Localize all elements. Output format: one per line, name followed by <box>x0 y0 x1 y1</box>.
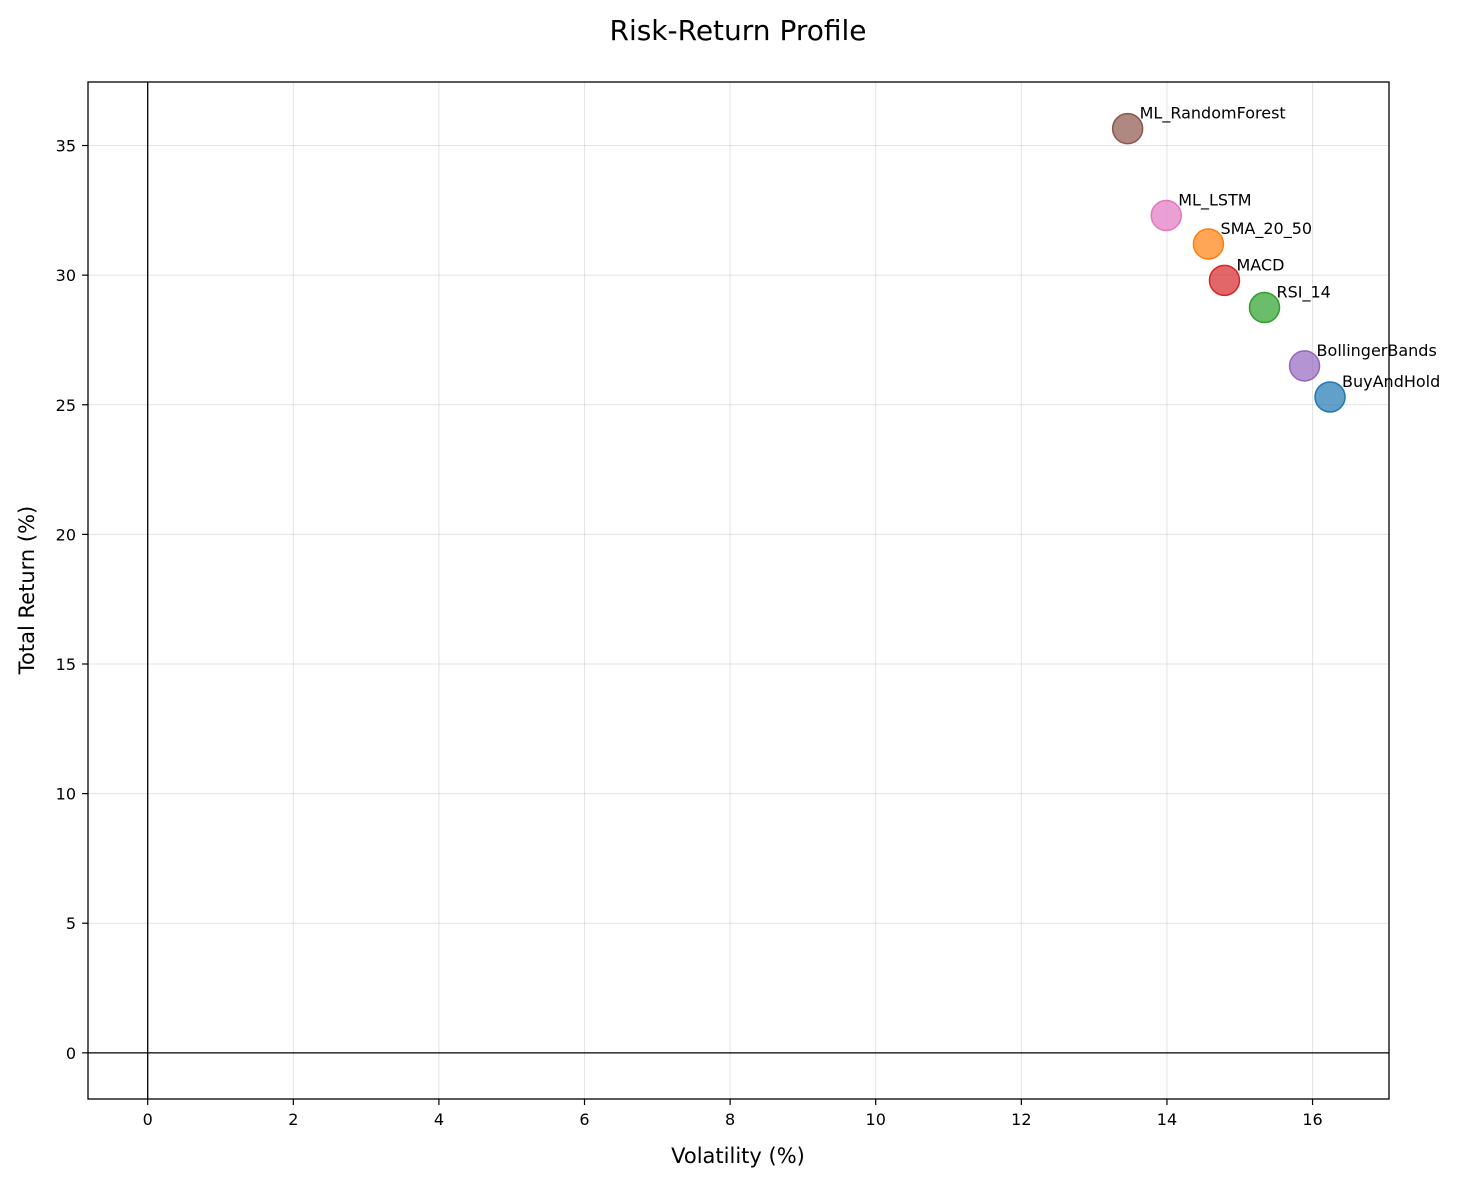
y-tick-label: 20 <box>56 525 76 544</box>
reference-lines <box>88 82 1389 1099</box>
point-BuyAndHold <box>1314 381 1346 413</box>
y-tick-label: 35 <box>56 137 76 156</box>
point-label: ML_LSTM <box>1178 191 1251 211</box>
x-axis-title: Volatility (%) <box>671 1144 805 1168</box>
point-MACD <box>1208 264 1241 297</box>
point-SMA_20_50 <box>1192 228 1225 260</box>
point-label: MACD <box>1236 255 1284 274</box>
point-ML_LSTM <box>1150 199 1182 232</box>
y-tick-label: 0 <box>66 1044 76 1063</box>
chart-title: Risk-Return Profile <box>609 14 866 47</box>
y-axis-title: Total Return (%) <box>15 506 39 675</box>
y-tick-label: 30 <box>56 266 76 285</box>
y-tick-label: 10 <box>56 785 76 804</box>
y-axis-ticks: 0 5 10 15 20 25 30 35 <box>56 137 88 1063</box>
x-axis-ticks: 0 2 4 6 8 10 12 14 16 <box>143 1099 1323 1129</box>
x-tick-label: 0 <box>143 1110 153 1129</box>
point-label: RSI_14 <box>1277 283 1331 303</box>
point-labels: BuyAndHold SMA_20_50 RSI_14 MACD BollingerBa… <box>1140 104 1441 391</box>
grid-lines <box>88 82 1389 1099</box>
x-tick-label: 4 <box>434 1110 444 1129</box>
point-RSI_14 <box>1248 291 1281 324</box>
point-label: ML_RandomForest <box>1140 104 1286 124</box>
x-tick-label: 6 <box>579 1110 589 1129</box>
x-tick-label: 14 <box>1157 1110 1177 1129</box>
point-label: BuyAndHold <box>1342 372 1440 391</box>
point-label: SMA_20_50 <box>1220 219 1312 239</box>
point-BollingerBands <box>1288 350 1321 382</box>
y-tick-label: 15 <box>56 655 76 674</box>
data-points <box>1111 112 1346 413</box>
x-tick-label: 12 <box>1011 1110 1031 1129</box>
x-tick-label: 8 <box>725 1110 735 1129</box>
point-ML_RandomForest <box>1111 112 1144 145</box>
y-tick-label: 5 <box>66 914 76 933</box>
point-label: BollingerBands <box>1317 341 1437 360</box>
y-tick-label: 25 <box>56 396 76 415</box>
x-tick-label: 10 <box>866 1110 886 1129</box>
plot-frame <box>87 81 1390 1100</box>
x-tick-label: 2 <box>288 1110 298 1129</box>
x-tick-label: 16 <box>1302 1110 1322 1129</box>
